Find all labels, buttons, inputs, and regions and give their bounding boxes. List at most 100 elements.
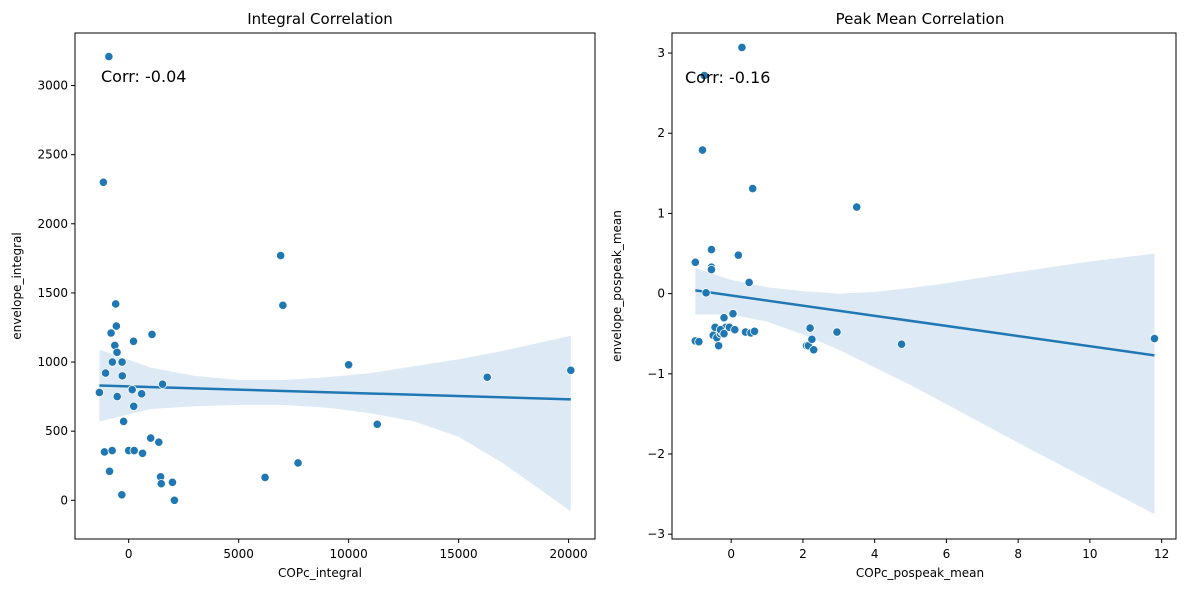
data-point bbox=[809, 345, 819, 355]
data-point bbox=[98, 177, 108, 187]
data-point bbox=[278, 300, 288, 310]
data-point bbox=[1149, 333, 1160, 344]
y-tick-label: 500 bbox=[45, 424, 68, 438]
y-tick-label: 1 bbox=[657, 206, 665, 220]
x-axis-label: COPc_pospeak_mean bbox=[856, 566, 984, 580]
y-tick-label: −2 bbox=[647, 447, 665, 461]
data-point bbox=[276, 250, 286, 261]
data-point bbox=[694, 337, 704, 347]
data-point bbox=[737, 42, 747, 53]
data-point bbox=[111, 299, 121, 309]
data-point bbox=[719, 313, 729, 323]
x-tick-label: 12 bbox=[1154, 547, 1169, 561]
data-point bbox=[733, 250, 743, 260]
data-point bbox=[107, 445, 117, 456]
x-tick-label: 4 bbox=[871, 547, 879, 561]
y-tick-label: 2000 bbox=[37, 217, 68, 231]
data-point bbox=[156, 479, 166, 489]
data-point bbox=[99, 447, 110, 457]
data-point bbox=[127, 385, 137, 395]
y-tick-label: −1 bbox=[647, 367, 665, 381]
correlation-annotation: Corr: -0.16 bbox=[685, 68, 770, 87]
chart-title: Peak Mean Correlation bbox=[836, 10, 1005, 28]
regression-line bbox=[695, 289, 1155, 357]
data-point bbox=[117, 490, 127, 500]
x-tick-label: 0 bbox=[727, 547, 735, 561]
data-point bbox=[260, 472, 270, 483]
data-point bbox=[706, 264, 717, 275]
confidence-band bbox=[99, 335, 571, 512]
data-point bbox=[807, 334, 817, 344]
data-point bbox=[706, 244, 717, 255]
data-point bbox=[129, 445, 139, 456]
data-point bbox=[128, 336, 139, 346]
x-tick-label: 15000 bbox=[440, 547, 478, 561]
data-point bbox=[832, 327, 842, 337]
x-tick-label: 10 bbox=[1082, 547, 1097, 561]
data-point bbox=[119, 416, 129, 427]
correlation-annotation: Corr: -0.04 bbox=[101, 67, 186, 86]
regression-line bbox=[99, 384, 571, 401]
x-tick-label: 0 bbox=[125, 547, 133, 561]
data-point bbox=[690, 257, 700, 267]
data-point bbox=[749, 326, 760, 336]
y-tick-label: 2500 bbox=[37, 148, 68, 162]
y-tick-label: 1500 bbox=[37, 286, 68, 300]
data-point bbox=[111, 321, 121, 331]
data-point bbox=[146, 433, 156, 443]
data-point bbox=[293, 458, 303, 468]
confidence-band bbox=[695, 253, 1155, 515]
data-point bbox=[137, 389, 147, 399]
data-point bbox=[748, 183, 758, 194]
chart-title: Integral Correlation bbox=[247, 10, 393, 28]
y-tick-label: 3 bbox=[657, 46, 665, 60]
data-point bbox=[137, 448, 148, 458]
data-point bbox=[344, 360, 354, 370]
data-point bbox=[714, 341, 724, 351]
x-tick-label: 6 bbox=[943, 547, 951, 561]
data-point bbox=[94, 387, 105, 398]
x-axis-label: COPc_integral bbox=[278, 566, 362, 580]
x-tick-label: 10000 bbox=[330, 547, 368, 561]
y-tick-label: 0 bbox=[60, 493, 68, 507]
y-tick-label: 2 bbox=[657, 126, 665, 140]
data-point bbox=[697, 145, 708, 155]
data-point bbox=[169, 495, 180, 505]
data-point bbox=[104, 466, 115, 476]
peak-mean-correlation-axes: Peak Mean Correlation 0 2 4 6 8 10 12 −3−2−101… bbox=[610, 10, 1177, 580]
data-point bbox=[154, 437, 164, 447]
data-point bbox=[566, 365, 576, 375]
data-point bbox=[852, 202, 862, 212]
data-point bbox=[699, 70, 709, 81]
y-tick-label: 3000 bbox=[37, 79, 68, 93]
x-tick-label: 20000 bbox=[550, 547, 588, 561]
data-point bbox=[112, 392, 122, 402]
data-point bbox=[744, 277, 754, 287]
y-axis-label: envelope_pospeak_mean bbox=[610, 210, 624, 362]
data-point bbox=[805, 323, 815, 333]
data-point bbox=[117, 357, 127, 367]
data-point bbox=[104, 51, 114, 62]
data-point bbox=[157, 379, 168, 389]
data-point bbox=[372, 419, 382, 429]
y-tick-label: 1000 bbox=[37, 355, 68, 369]
x-tick-label: 8 bbox=[1014, 547, 1022, 561]
data-point bbox=[147, 329, 157, 339]
data-point bbox=[106, 328, 116, 338]
x-tick-label: 2 bbox=[799, 547, 807, 561]
data-point bbox=[482, 372, 492, 382]
data-point bbox=[728, 309, 738, 319]
data-point bbox=[896, 339, 907, 349]
data-point bbox=[701, 288, 711, 298]
integral-correlation-axes: Integral Correlation 0 5000 10000 15000 2000… bbox=[10, 10, 596, 580]
data-point bbox=[100, 368, 111, 378]
y-tick-label: −3 bbox=[647, 527, 665, 541]
data-point bbox=[129, 401, 139, 411]
data-point bbox=[107, 357, 117, 367]
data-point bbox=[167, 477, 178, 487]
data-point bbox=[112, 347, 122, 357]
data-point bbox=[719, 329, 729, 339]
plot-frame bbox=[74, 32, 596, 540]
y-axis-label: envelope_integral bbox=[10, 232, 24, 339]
